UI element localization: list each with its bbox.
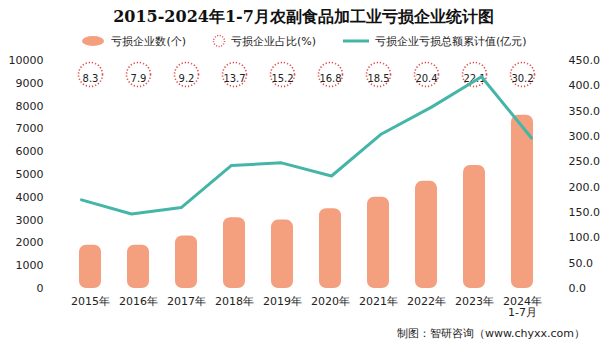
svg-text:200.0: 200.0 (569, 181, 601, 194)
svg-text:2019年: 2019年 (263, 295, 302, 308)
svg-text:2018年: 2018年 (215, 295, 254, 308)
svg-text:22.1: 22.1 (463, 72, 486, 84)
svg-text:100.0: 100.0 (569, 231, 601, 244)
svg-text:2017年: 2017年 (167, 295, 206, 308)
svg-text:2000: 2000 (16, 236, 44, 249)
svg-text:350.0: 350.0 (569, 105, 601, 118)
svg-text:6000: 6000 (16, 145, 44, 158)
svg-text:450.0: 450.0 (569, 54, 601, 67)
svg-text:7000: 7000 (16, 122, 44, 135)
html-text:亏损企业占比(%): 亏损企业占比(%) (231, 34, 316, 48)
svg-text:2016年: 2016年 (119, 295, 158, 308)
html-text:制图：智研咨询（www.chyxx.com）: 制图：智研咨询（www.chyxx.com） (397, 327, 585, 340)
svg-text:9000: 9000 (16, 77, 44, 90)
svg-text:8.3: 8.3 (83, 73, 99, 84)
svg-text:16.8: 16.8 (319, 73, 341, 84)
html-text:亏损企业亏损总额累计值(亿元): 亏损企业亏损总额累计值(亿元) (375, 34, 527, 48)
svg-text:2022年: 2022年 (407, 295, 446, 308)
svg-text:400.0: 400.0 (569, 79, 601, 92)
svg-text:3000: 3000 (16, 214, 44, 227)
svg-text:18.5: 18.5 (367, 73, 389, 84)
svg-text:50.0: 50.0 (569, 257, 594, 270)
svg-text:13.7: 13.7 (223, 73, 245, 84)
svg-text:9.2: 9.2 (179, 73, 195, 84)
svg-text:2020年: 2020年 (311, 295, 350, 308)
svg-text:250.0: 250.0 (569, 155, 601, 168)
svg-text:20.4: 20.4 (415, 73, 437, 84)
svg-text:8000: 8000 (16, 100, 44, 113)
svg-text:5000: 5000 (16, 168, 44, 181)
svg-text:2023年: 2023年 (455, 295, 494, 308)
svg-text:2024年1-7月: 2024年1-7月 (503, 295, 542, 319)
svg-text:7.9: 7.9 (131, 73, 147, 84)
svg-text:4000: 4000 (16, 191, 44, 204)
svg-text:300.0: 300.0 (569, 130, 601, 143)
svg-text:0: 0 (37, 282, 44, 295)
svg-text:10000: 10000 (9, 54, 44, 67)
svg-text:15.2: 15.2 (271, 73, 293, 84)
html-text:2015-2024年1-7月农副食品加工业亏损企业统计图: 2015-2024年1-7月农副食品加工业亏损企业统计图 (113, 7, 494, 26)
svg-text:1000: 1000 (16, 259, 44, 272)
svg-text:0.0: 0.0 (569, 282, 587, 295)
svg-text:30.2: 30.2 (511, 73, 533, 84)
svg-text:2021年: 2021年 (359, 295, 398, 308)
svg-text:150.0: 150.0 (569, 206, 601, 219)
html-text:亏损企业数(个): 亏损企业数(个) (111, 34, 186, 48)
svg-text:2015年: 2015年 (71, 295, 110, 308)
